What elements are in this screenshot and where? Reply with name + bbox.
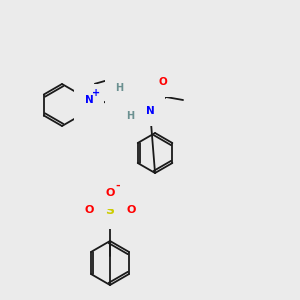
Text: +: +: [92, 88, 100, 98]
Text: -: -: [116, 181, 120, 191]
Text: O: O: [159, 77, 167, 87]
Text: N: N: [146, 106, 154, 116]
Text: O: O: [84, 205, 94, 215]
Text: S: S: [106, 203, 115, 217]
Text: O: O: [126, 205, 136, 215]
Text: H: H: [115, 83, 123, 93]
Text: O: O: [105, 188, 115, 198]
Text: O: O: [85, 105, 94, 115]
Text: H: H: [126, 111, 134, 121]
Text: N: N: [85, 95, 94, 105]
